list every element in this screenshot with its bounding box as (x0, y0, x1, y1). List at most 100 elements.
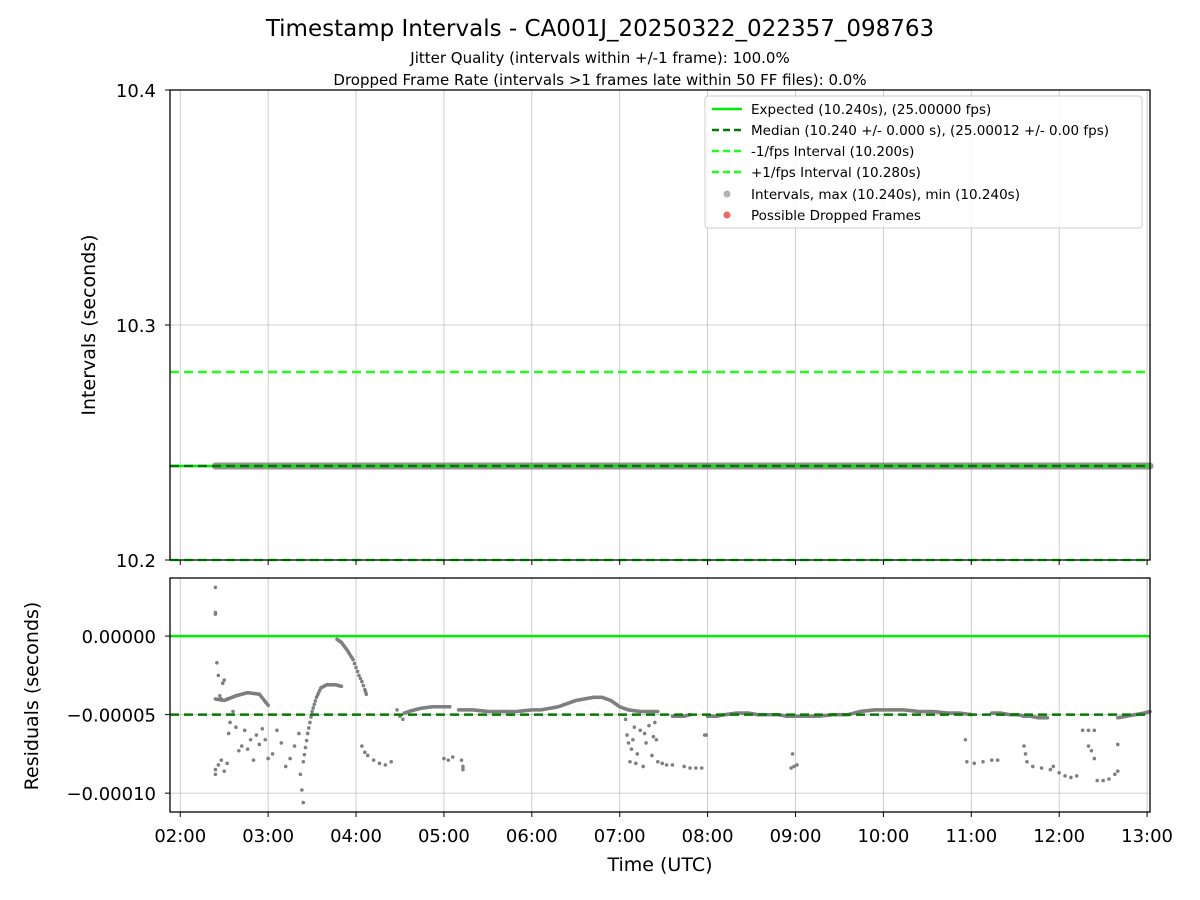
residual-point (653, 720, 657, 725)
residual-point (972, 761, 977, 766)
residual-point (307, 726, 311, 730)
residual-point (389, 759, 394, 764)
residual-point (1074, 774, 1079, 778)
residual-point (371, 758, 376, 762)
residual-point (650, 753, 654, 758)
residual-point (450, 755, 455, 759)
legend-label-median: Median (10.240 +/- 0.000 s), (25.00012 +… (751, 123, 1109, 139)
residual-point (361, 683, 366, 688)
residual-point (1031, 764, 1035, 769)
residual-point (447, 704, 452, 709)
residual-point (215, 661, 219, 665)
residual-point (257, 742, 262, 747)
chart-subtitle-jitter: Jitter Quality (intervals within +/-1 fr… (409, 49, 789, 67)
residual-point (234, 725, 238, 729)
residuals-y-ticks: 0.00000 −0.00005 −0.00010 (66, 627, 170, 805)
x-tick-label: 09:00 (770, 826, 822, 847)
residual-point (263, 737, 268, 742)
residual-point (226, 731, 231, 736)
residual-point (647, 723, 651, 728)
residual-point (358, 676, 363, 681)
legend-label-minus-fps: -1/fps Interval (10.200s) (751, 144, 914, 160)
residual-point (459, 758, 464, 762)
residual-point (301, 800, 306, 805)
residual-point (239, 744, 244, 748)
intervals-y-tick-label: 10.4 (116, 81, 156, 102)
residual-point (625, 733, 629, 737)
x-tick-label: 06:00 (506, 826, 558, 847)
residual-point (995, 758, 1000, 762)
residual-point (283, 764, 288, 769)
x-tick-label: 02:00 (154, 826, 206, 847)
residual-point (254, 733, 259, 737)
x-tick-label: 05:00 (418, 826, 470, 847)
residual-point (213, 767, 218, 772)
residual-point (377, 761, 382, 766)
residual-point (248, 737, 253, 742)
residual-point (1048, 767, 1053, 772)
residuals-plot-frame (169, 577, 1151, 813)
residual-point (704, 733, 708, 737)
residual-point (1022, 744, 1026, 748)
residuals-x-ticks: 02:00 03:00 04:00 05:00 06:00 07:00 08:00 09:00… (154, 812, 1173, 847)
residual-point (642, 731, 647, 736)
residual-point (656, 709, 660, 714)
residuals-panel: 0.00000−0.00005−0.00010 02:00 03:00 04:00 0… (21, 577, 1173, 847)
residual-point (660, 761, 664, 766)
residual-point (1092, 756, 1097, 761)
residual-point (339, 684, 344, 689)
residual-point (1107, 777, 1111, 781)
residual-point (288, 756, 292, 761)
residuals-y-tick-label: 0.00000 (82, 627, 156, 648)
residual-point (355, 669, 360, 674)
residual-point (1025, 759, 1029, 764)
residual-point (1086, 728, 1091, 733)
residual-point (225, 761, 229, 766)
residual-point (213, 585, 218, 590)
residual-point (461, 764, 465, 769)
residual-point (446, 758, 451, 762)
residual-point (1045, 715, 1050, 720)
residual-point (304, 738, 309, 743)
residual-point (360, 679, 364, 684)
legend: Expected (10.240s), (25.00000 fps) Media… (704, 95, 1143, 229)
residuals-y-axis-label: Residuals (seconds) (21, 602, 43, 791)
residual-point (626, 741, 631, 745)
residual-point (795, 763, 799, 767)
residual-point (631, 737, 635, 742)
residual-point (442, 756, 446, 761)
residual-point (225, 697, 229, 701)
residual-point (310, 709, 314, 714)
residual-point (641, 764, 645, 769)
residual-point (251, 758, 256, 762)
x-tick-label: 07:00 (594, 826, 646, 847)
residual-point (629, 747, 634, 751)
residual-point (989, 758, 994, 762)
residual-point (790, 752, 795, 756)
residual-point (395, 708, 399, 712)
residuals-plot-area (170, 578, 1150, 812)
residual-point (231, 709, 235, 714)
residual-point (651, 734, 656, 739)
residual-point (699, 766, 704, 770)
residual-point (300, 788, 304, 792)
intervals-y-ticks: 10.4 10.3 10.2 (116, 81, 170, 572)
residual-point (270, 752, 275, 756)
residual-point (245, 747, 250, 751)
residual-point (222, 678, 226, 682)
residual-point (351, 657, 355, 662)
legend-label-expected: Expected (10.240s), (25.00000 fps) (751, 102, 991, 118)
residual-point (266, 756, 270, 761)
residual-point (303, 745, 308, 750)
residual-point (266, 703, 270, 708)
intervals-y-tick-label: 10.2 (116, 551, 156, 572)
residual-point (219, 697, 224, 701)
residual-point (354, 665, 358, 670)
chart-title: Timestamp Intervals - CA001J_20250322_02… (265, 16, 934, 42)
legend-label-intervals: Intervals, max (10.240s), min (10.240s) (751, 187, 1020, 203)
legend-label-plus-fps: +1/fps Interval (10.280s) (751, 165, 921, 181)
residual-point (1101, 778, 1105, 783)
residual-point (216, 763, 221, 767)
legend-swatch-intervals (723, 190, 731, 198)
